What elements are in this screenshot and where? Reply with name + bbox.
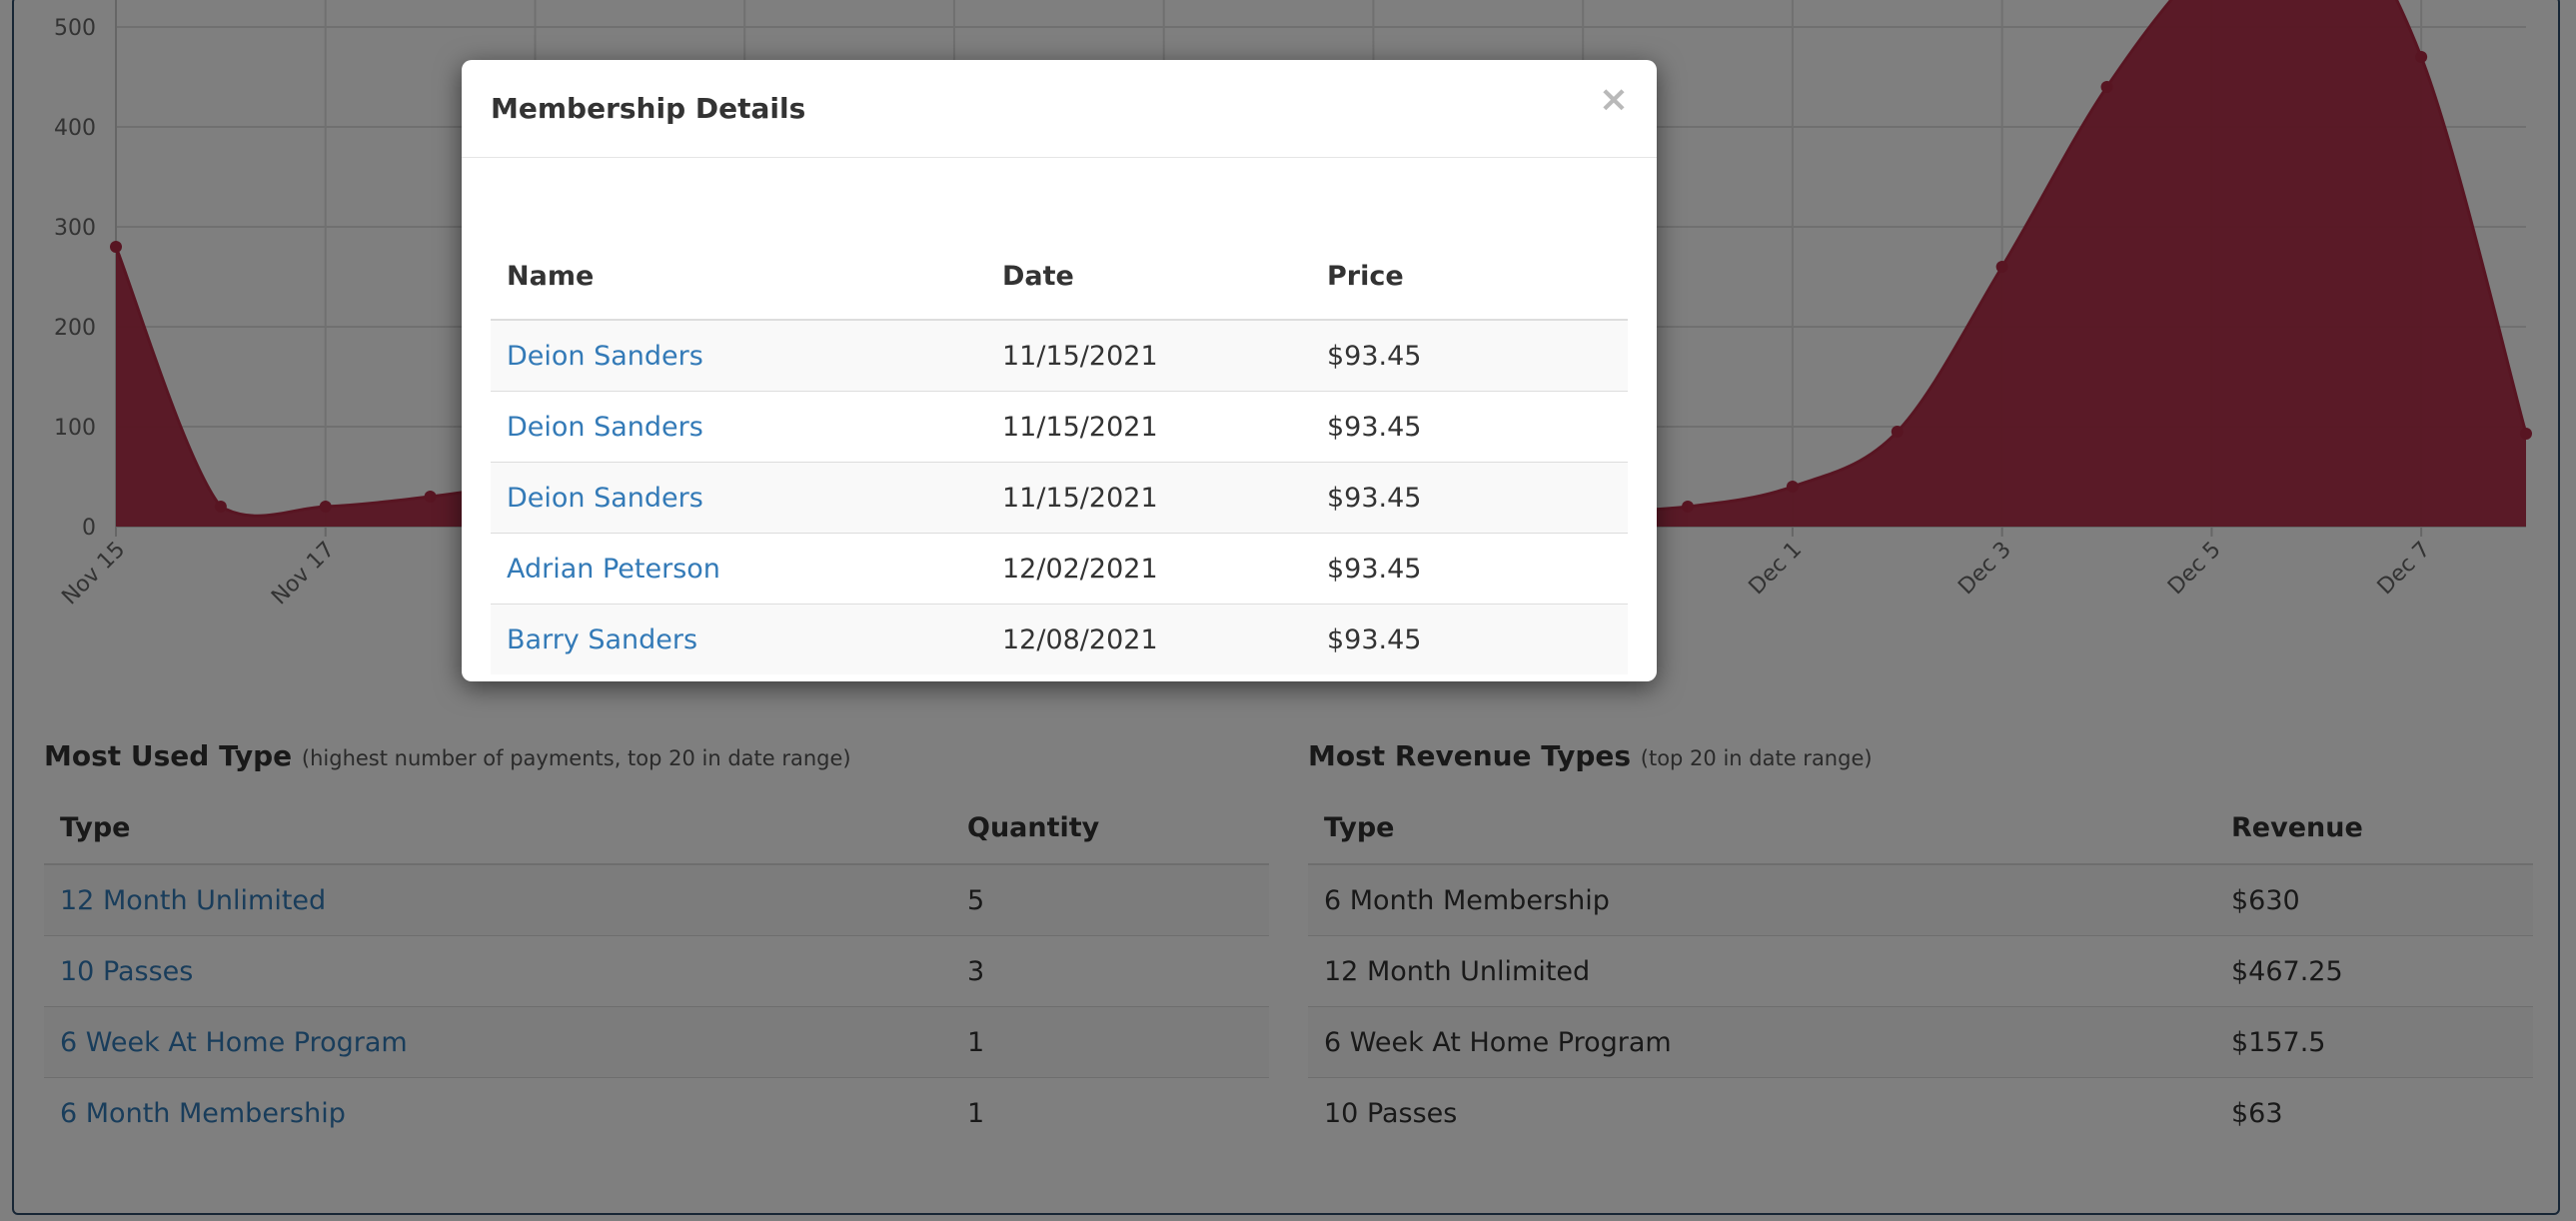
- table-row[interactable]: Deion Sanders 11/15/2021 $93.45: [491, 319, 1628, 392]
- date-cell: 12/08/2021: [986, 604, 1311, 674]
- table-row[interactable]: Deion Sanders 11/15/2021 $93.45: [491, 462, 1628, 534]
- date-cell: 11/15/2021: [986, 319, 1311, 392]
- date-column-header: Date: [986, 220, 1311, 321]
- modal-header: Membership Details ×: [462, 60, 1657, 158]
- price-cell: $93.45: [1311, 462, 1628, 534]
- close-icon[interactable]: ×: [1598, 79, 1629, 120]
- name-cell[interactable]: Barry Sanders: [491, 604, 986, 674]
- price-cell: $93.45: [1311, 319, 1628, 392]
- member-name-link[interactable]: Barry Sanders: [507, 623, 698, 655]
- price-cell: $93.45: [1311, 533, 1628, 605]
- member-name-link[interactable]: Adrian Peterson: [507, 553, 720, 585]
- member-name-link[interactable]: Deion Sanders: [507, 411, 703, 443]
- table-row[interactable]: Deion Sanders 11/15/2021 $93.45: [491, 391, 1628, 463]
- price-column-header: Price: [1311, 220, 1628, 321]
- modal-title: Membership Details: [491, 92, 806, 125]
- date-cell: 11/15/2021: [986, 391, 1311, 463]
- price-cell: $93.45: [1311, 604, 1628, 674]
- table-row[interactable]: Barry Sanders 12/08/2021 $93.45: [491, 604, 1628, 674]
- date-cell: 11/15/2021: [986, 462, 1311, 534]
- price-cell: $93.45: [1311, 391, 1628, 463]
- member-name-link[interactable]: Deion Sanders: [507, 482, 703, 514]
- member-name-link[interactable]: Deion Sanders: [507, 340, 703, 372]
- name-cell[interactable]: Deion Sanders: [491, 462, 986, 534]
- name-cell[interactable]: Deion Sanders: [491, 319, 986, 392]
- table-row[interactable]: Adrian Peterson 12/02/2021 $93.45: [491, 533, 1628, 605]
- name-cell[interactable]: Deion Sanders: [491, 391, 986, 463]
- name-column-header: Name: [491, 220, 986, 321]
- date-cell: 12/02/2021: [986, 533, 1311, 605]
- membership-details-modal: Membership Details × Name Date Price Dei…: [462, 60, 1657, 681]
- membership-details-table: Name Date Price Deion Sanders 11/15/2021…: [491, 220, 1628, 674]
- name-cell[interactable]: Adrian Peterson: [491, 533, 986, 605]
- table-header-row: Name Date Price: [491, 220, 1628, 321]
